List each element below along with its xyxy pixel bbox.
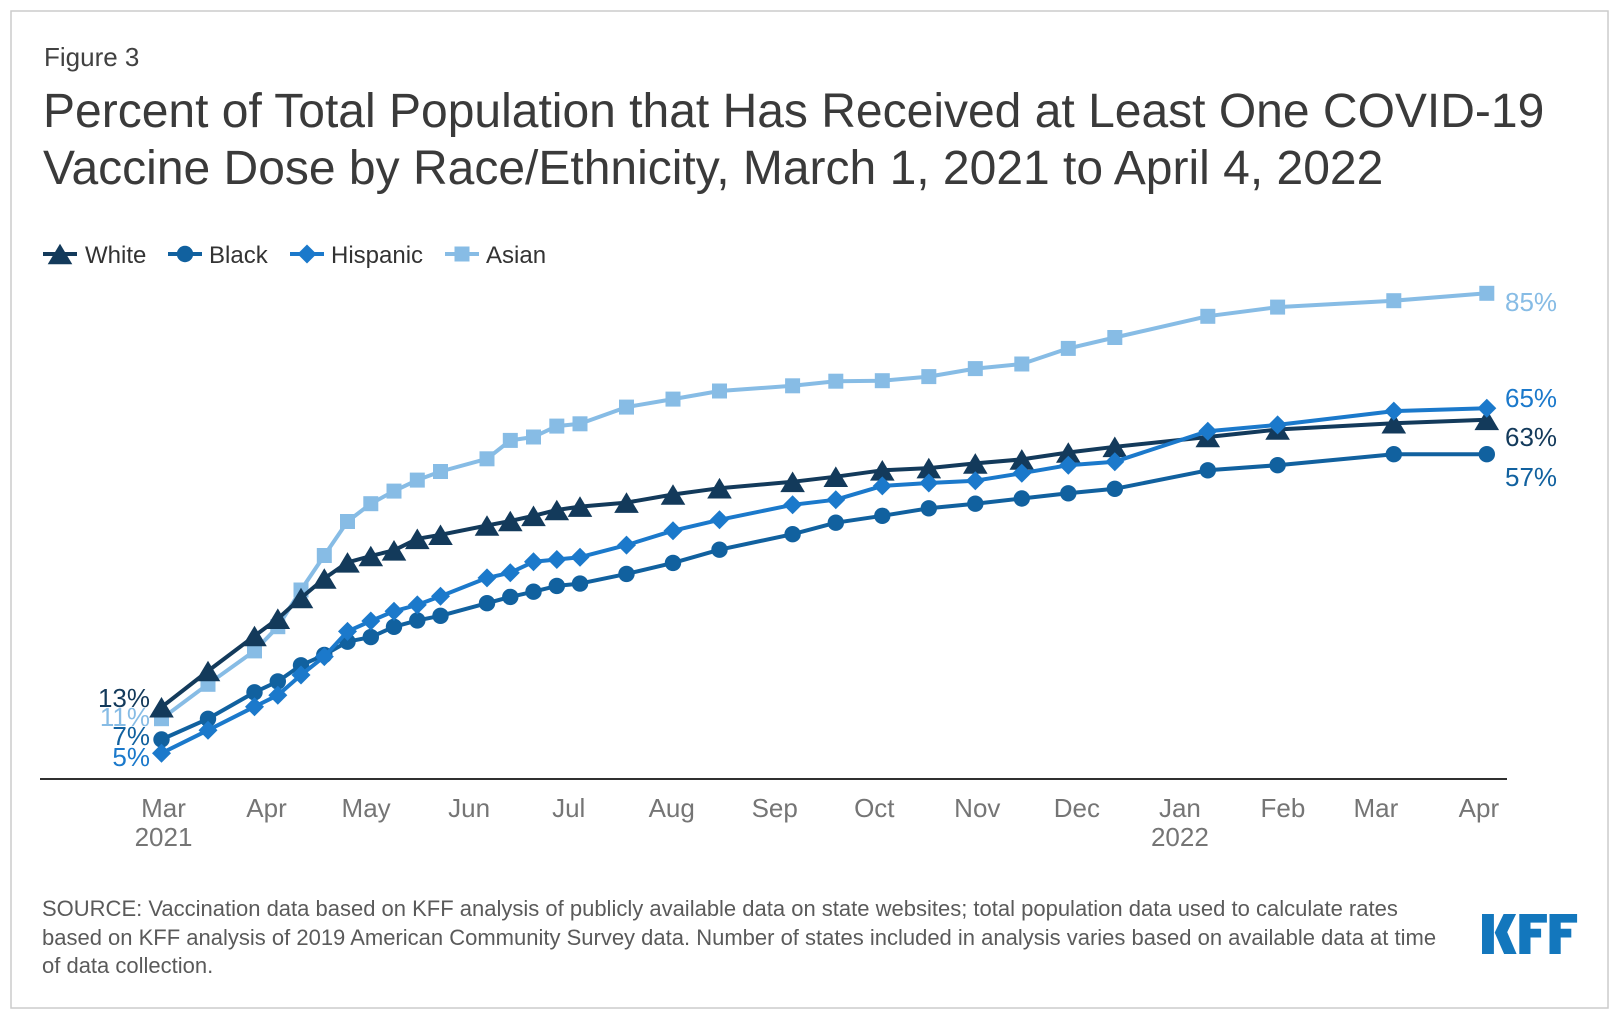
- svg-text:11%: 11%: [100, 702, 150, 732]
- svg-text:Mar: Mar: [141, 793, 186, 823]
- svg-text:2022: 2022: [1151, 822, 1209, 852]
- svg-text:Jun: Jun: [448, 793, 490, 823]
- svg-text:Apr: Apr: [246, 793, 287, 823]
- svg-text:Black: Black: [209, 242, 269, 269]
- svg-text:63%: 63%: [1505, 422, 1557, 452]
- svg-text:May: May: [342, 793, 391, 823]
- svg-text:Mar: Mar: [1354, 793, 1399, 823]
- svg-text:Jul: Jul: [552, 793, 585, 823]
- svg-text:Jan: Jan: [1159, 793, 1201, 823]
- svg-text:based on KFF analysis of 2019: based on KFF analysis of 2019 American C…: [42, 925, 1436, 950]
- svg-text:7%: 7%: [112, 721, 150, 751]
- svg-text:2021: 2021: [135, 822, 193, 852]
- svg-text:Feb: Feb: [1260, 793, 1305, 823]
- svg-text:Hispanic: Hispanic: [331, 242, 423, 269]
- svg-text:Sep: Sep: [752, 793, 798, 823]
- svg-text:Dec: Dec: [1054, 793, 1100, 823]
- svg-text:of data collection.: of data collection.: [42, 953, 213, 978]
- svg-text:57%: 57%: [1505, 462, 1557, 492]
- svg-text:65%: 65%: [1505, 383, 1557, 413]
- svg-text:5%: 5%: [112, 742, 150, 772]
- svg-text:13%: 13%: [98, 683, 150, 713]
- svg-text:Aug: Aug: [649, 793, 695, 823]
- svg-text:85%: 85%: [1505, 287, 1557, 317]
- svg-text:Vaccine Dose by Race/Ethnicity: Vaccine Dose by Race/Ethnicity, March 1,…: [43, 142, 1383, 195]
- svg-text:Percent of Total Population th: Percent of Total Population that Has Rec…: [43, 85, 1544, 138]
- svg-text:Nov: Nov: [954, 793, 1000, 823]
- svg-text:Apr: Apr: [1459, 793, 1500, 823]
- svg-text:SOURCE: Vaccination data based: SOURCE: Vaccination data based on KFF an…: [42, 896, 1398, 921]
- svg-text:Oct: Oct: [854, 793, 895, 823]
- svg-text:Figure 3: Figure 3: [44, 42, 139, 72]
- svg-text:White: White: [85, 242, 146, 269]
- svg-text:Asian: Asian: [486, 242, 546, 269]
